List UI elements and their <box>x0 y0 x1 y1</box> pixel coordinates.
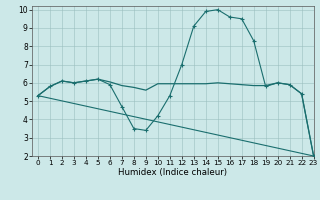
X-axis label: Humidex (Indice chaleur): Humidex (Indice chaleur) <box>118 168 227 177</box>
